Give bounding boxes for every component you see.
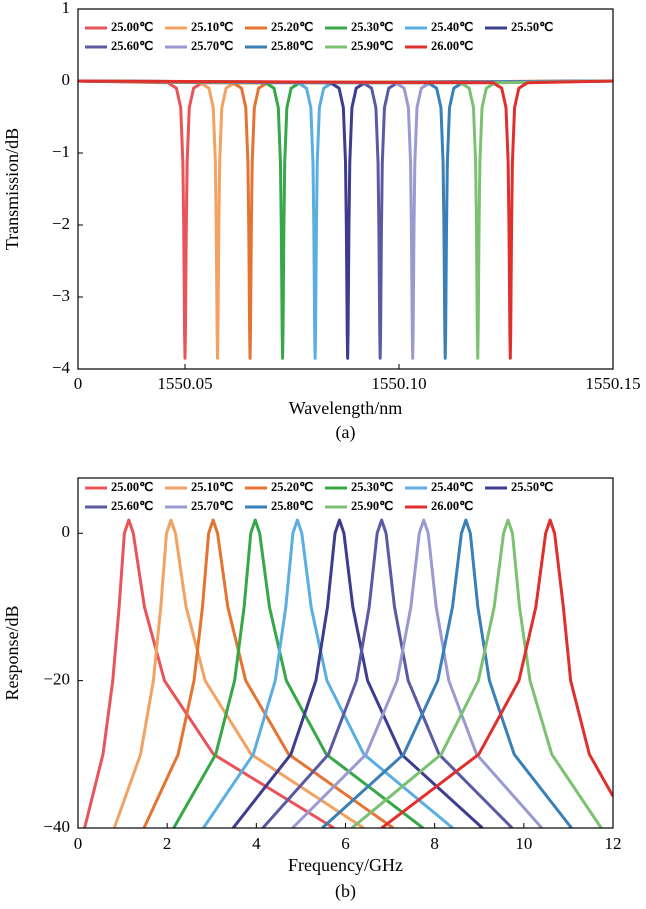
legend-label: 26.00℃ <box>431 499 473 513</box>
series-line <box>380 518 613 828</box>
series-line <box>172 518 424 828</box>
x-tick-label: 0 <box>74 834 83 853</box>
series-line <box>78 79 613 360</box>
legend-label: 25.00℃ <box>111 480 153 494</box>
legend-label: 25.50℃ <box>511 20 553 34</box>
legend-label: 25.10℃ <box>191 20 233 34</box>
legend-label: 25.80℃ <box>271 39 313 53</box>
plot-lines <box>78 79 613 360</box>
series-line <box>78 79 613 360</box>
series-line <box>78 79 613 360</box>
x-tick-label: 2 <box>163 834 172 853</box>
legend-label: 25.60℃ <box>111 499 153 513</box>
y-tick-label: −2 <box>52 214 70 233</box>
series-line <box>231 518 484 828</box>
x-axis-label: Frequency/GHz <box>288 855 403 875</box>
series-line <box>321 518 573 828</box>
y-tick-label: −40 <box>43 817 70 836</box>
x-origin-label: 0 <box>74 374 83 393</box>
series-line <box>78 79 613 360</box>
legend-label: 25.00℃ <box>111 20 153 34</box>
legend-label: 25.60℃ <box>111 39 153 53</box>
legend-label: 25.70℃ <box>191 39 233 53</box>
plot-frame <box>77 8 614 370</box>
y-axis-label: Response/dB <box>2 605 22 700</box>
x-tick-label: 1550.15 <box>585 374 640 393</box>
y-tick-label: −3 <box>52 286 70 305</box>
x-tick-label: 12 <box>605 834 622 853</box>
legend-label: 25.30℃ <box>351 20 393 34</box>
y-tick-label: −1 <box>52 142 70 161</box>
series-line <box>78 79 613 360</box>
series-line <box>78 79 613 360</box>
series-line <box>78 79 613 360</box>
x-axis-label: Wavelength/nm <box>289 398 403 418</box>
series-line <box>142 518 395 828</box>
legend-label: 25.20℃ <box>271 20 313 34</box>
plot-lines <box>83 518 613 828</box>
series-line <box>78 79 613 360</box>
legend-label: 25.70℃ <box>191 499 233 513</box>
legend-label: 25.10℃ <box>191 480 233 494</box>
y-axis-label: Transmission/dB <box>2 128 22 250</box>
legend-label: 25.40℃ <box>431 20 473 34</box>
x-tick-label: 10 <box>515 834 532 853</box>
legend-label: 25.20℃ <box>271 480 313 494</box>
legend-label: 25.40℃ <box>431 480 473 494</box>
series-line <box>112 518 365 828</box>
series-line <box>78 79 613 360</box>
series-line <box>78 79 613 360</box>
legend-label: 25.80℃ <box>271 499 313 513</box>
series-line <box>202 518 454 828</box>
legend-label: 25.30℃ <box>351 480 393 494</box>
legend-label: 25.50℃ <box>511 480 553 494</box>
caption: (b) <box>335 881 356 902</box>
x-tick-label: 1550.05 <box>157 374 212 393</box>
series-line <box>350 518 603 828</box>
plot-frame <box>77 477 614 829</box>
y-tick-label: −4 <box>52 358 71 377</box>
y-tick-label: 1 <box>62 0 71 17</box>
y-tick-label: 0 <box>62 70 71 89</box>
legend-label: 25.90℃ <box>351 39 393 53</box>
legend-label: 25.90℃ <box>351 499 393 513</box>
caption: (a) <box>336 422 356 443</box>
y-tick-label: 0 <box>62 522 71 541</box>
x-tick-label: 8 <box>430 834 439 853</box>
series-line <box>261 518 514 828</box>
y-tick-label: −20 <box>43 670 70 689</box>
series-line <box>291 518 543 828</box>
x-tick-label: 4 <box>252 834 261 853</box>
series-line <box>78 79 613 360</box>
series-line <box>83 518 335 828</box>
x-tick-label: 6 <box>341 834 350 853</box>
legend-label: 26.00℃ <box>431 39 473 53</box>
x-tick-label: 1550.10 <box>371 374 426 393</box>
